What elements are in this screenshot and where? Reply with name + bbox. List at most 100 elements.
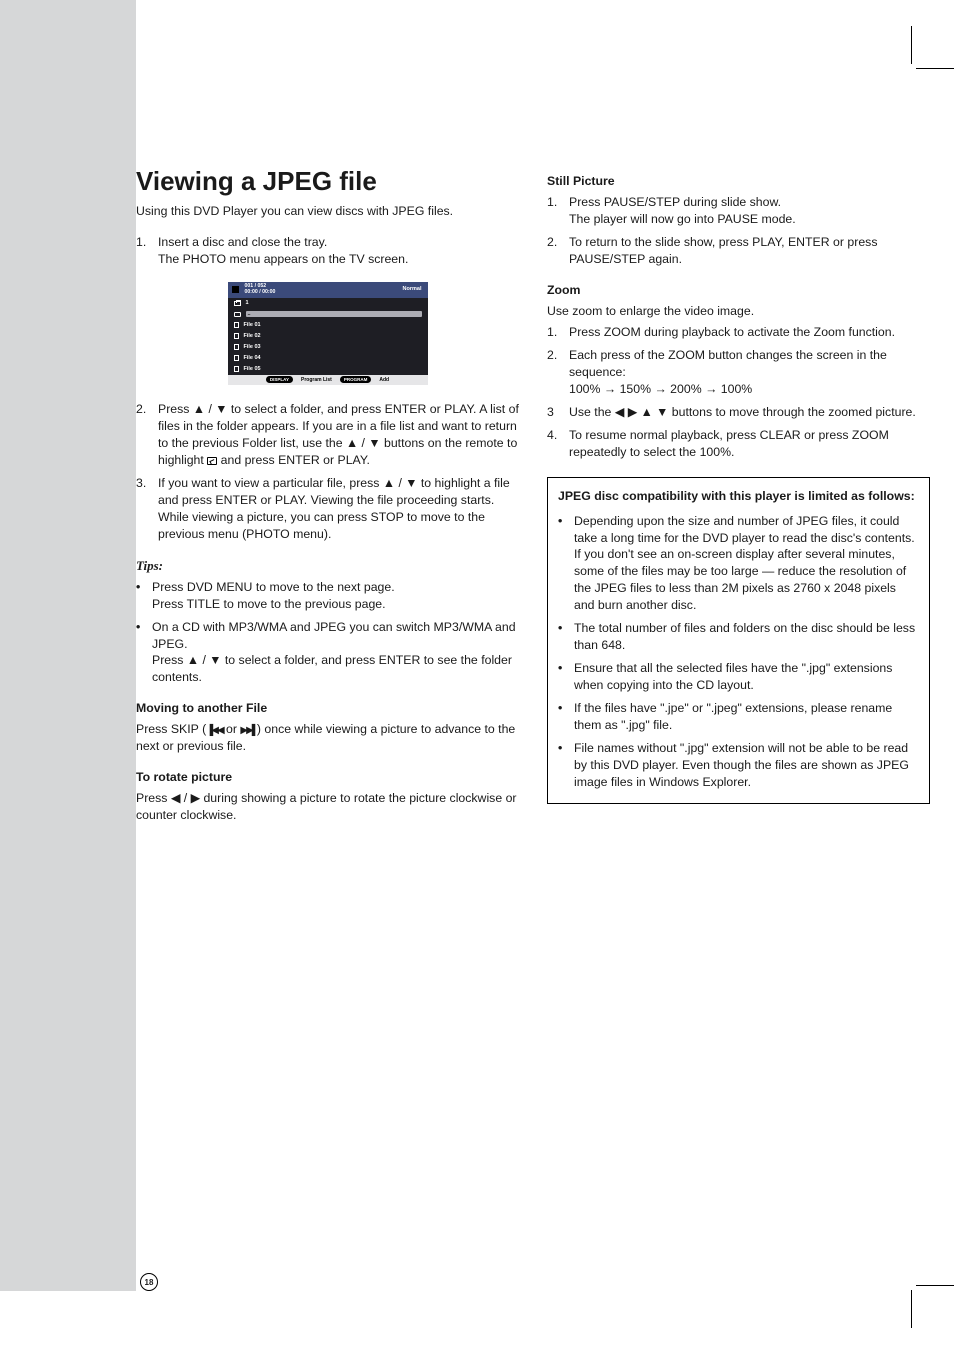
photo-menu-footer: DISPLAY Program List PROGRAM Add (228, 375, 428, 385)
right-column: Still Picture 1. Press PAUSE/STEP during… (547, 55, 930, 838)
li-text: If the files have ".jpe" or ".jpeg" exte… (574, 700, 919, 734)
ordered-list-1-cont: 2. Press ▲ / ▼ to select a folder, and p… (136, 401, 519, 543)
li-text: If you want to view a particular file, p… (158, 476, 383, 490)
up-glyph: ▲ (346, 436, 358, 450)
p-text: Press SKIP ( (136, 722, 206, 736)
page-title: Viewing a JPEG file (136, 55, 377, 196)
photo-menu-row: File 02 (228, 331, 428, 342)
li-text: File names without ".jpg" extension will… (574, 740, 919, 791)
li-text: / (199, 653, 209, 667)
folder-icon (234, 301, 241, 306)
photo-menu-header: 001 / 052 00:00 / 00:00 Normal (228, 282, 428, 298)
page-number-badge: 18 (140, 1273, 158, 1291)
file-icon (234, 366, 239, 372)
li-text: 200% (667, 382, 705, 396)
left-glyph: ◀ (615, 405, 624, 419)
list-item: 4.To resume normal playback, press CLEAR… (547, 427, 930, 461)
down-glyph: ▼ (209, 653, 221, 667)
p-text: / (180, 791, 190, 805)
two-columns: Viewing a JPEG file Using this DVD Playe… (136, 55, 930, 838)
li-text: / (205, 402, 215, 416)
still-picture-heading: Still Picture (547, 173, 930, 190)
li-text: The total number of files and folders on… (574, 620, 919, 654)
up-glyph: ▲ (193, 402, 205, 416)
li-text: While viewing a picture, you can press S… (158, 510, 485, 541)
footer-pill: DISPLAY (266, 376, 293, 383)
li-text: Press PAUSE/STEP during slide show. (569, 195, 781, 209)
li-text: Press ZOOM during playback to activate t… (569, 324, 930, 341)
list-item: 2. Each press of the ZOOM button changes… (547, 347, 930, 398)
up-glyph: ▲ (383, 476, 395, 490)
file-icon (234, 322, 239, 328)
file-icon (234, 355, 239, 361)
crop-mark (916, 1285, 954, 1286)
skip-next-glyph: ▶▶▌ (240, 725, 256, 736)
photo-menu-screenshot: 001 / 052 00:00 / 00:00 Normal 1 .. File… (228, 282, 428, 385)
li-text: To return to the slide show, press PLAY,… (569, 234, 930, 268)
tips-block: Tips: Press DVD MENU to move to the next… (136, 557, 519, 687)
moving-file-heading: Moving to another File (136, 700, 519, 717)
list-item: 3 Use the ◀ ▶ ▲ ▼ buttons to move throug… (547, 404, 930, 421)
photo-icon (234, 312, 241, 317)
stop-icon (232, 286, 239, 293)
list-item: If the files have ".jpe" or ".jpeg" exte… (558, 700, 919, 734)
footer-pill: PROGRAM (340, 376, 372, 383)
list-number: 3. (136, 475, 158, 543)
list-item: 3. If you want to view a particular file… (136, 475, 519, 543)
photo-menu-row: .. (228, 309, 428, 320)
up-glyph: ▲ (187, 653, 199, 667)
li-text: / (395, 476, 405, 490)
list-number: 1. (136, 234, 158, 268)
list-item: Ensure that all the selected files have … (558, 660, 919, 694)
li-text: Depending upon the size and number of JP… (574, 513, 919, 615)
li-text: To resume normal playback, press CLEAR o… (569, 427, 930, 461)
li-text: Insert a disc and close the tray. (158, 235, 327, 249)
p-text: or (223, 722, 241, 736)
li-text: The PHOTO menu appears on the TV screen. (158, 252, 408, 266)
li-text: Use the (569, 405, 615, 419)
li-text: Ensure that all the selected files have … (574, 660, 919, 694)
rotate-heading: To rotate picture (136, 769, 519, 786)
skip-prev-glyph: ▐◀◀ (206, 725, 222, 736)
right-glyph: ▶ (191, 791, 200, 805)
still-picture-block: Still Picture 1. Press PAUSE/STEP during… (547, 173, 930, 268)
list-item: 2.To return to the slide show, press PLA… (547, 234, 930, 268)
li-text: Press (152, 653, 187, 667)
ordered-list-1: 1. Insert a disc and close the tray. The… (136, 234, 519, 268)
zoom-block: Zoom Use zoom to enlarge the video image… (547, 282, 930, 461)
photo-menu-body: 1 .. File 01 File 02 File 03 File 04 Fil… (228, 298, 428, 375)
footer-label: Program List (301, 377, 332, 383)
intro-text: Using this DVD Player you can view discs… (136, 203, 519, 220)
content: Viewing a JPEG file Using this DVD Playe… (136, 0, 954, 838)
li-text: 100% (569, 382, 604, 396)
li-text: 100% (717, 382, 752, 396)
photo-menu-row: File 05 (228, 364, 428, 375)
photo-menu-row: File 03 (228, 342, 428, 353)
li-text: Press TITLE to move to the previous page… (152, 597, 386, 611)
p-text: Press (136, 791, 171, 805)
crop-mark (911, 1290, 912, 1328)
page-number: 18 (145, 1278, 154, 1287)
arrow-glyph: → (604, 382, 616, 396)
up-glyph: ▲ (641, 405, 653, 419)
file-icon (234, 344, 239, 350)
photo-menu-row: File 01 (228, 320, 428, 331)
photo-menu-mode: Normal (403, 286, 422, 292)
li-text: 150% (616, 382, 654, 396)
file-icon (234, 333, 239, 339)
footer-label: Add (379, 377, 389, 383)
tips-heading: Tips: (136, 557, 519, 575)
list-item: On a CD with MP3/WMA and JPEG you can sw… (136, 619, 519, 687)
li-text: Each press of the ZOOM button changes th… (569, 348, 887, 379)
down-glyph: ▼ (368, 436, 380, 450)
list-item: 1. Press PAUSE/STEP during slide show. T… (547, 194, 930, 228)
li-text: The player will now go into PAUSE mode. (569, 212, 796, 226)
left-glyph: ◀ (171, 791, 180, 805)
gray-sidebar (0, 0, 136, 1291)
left-column: Viewing a JPEG file Using this DVD Playe… (136, 55, 519, 838)
list-item: 2. Press ▲ / ▼ to select a folder, and p… (136, 401, 519, 469)
list-item: File names without ".jpg" extension will… (558, 740, 919, 791)
down-glyph: ▼ (656, 405, 668, 419)
photo-menu-row: File 04 (228, 353, 428, 364)
rotate-block: To rotate picture Press ◀ / ▶ during sho… (136, 769, 519, 824)
